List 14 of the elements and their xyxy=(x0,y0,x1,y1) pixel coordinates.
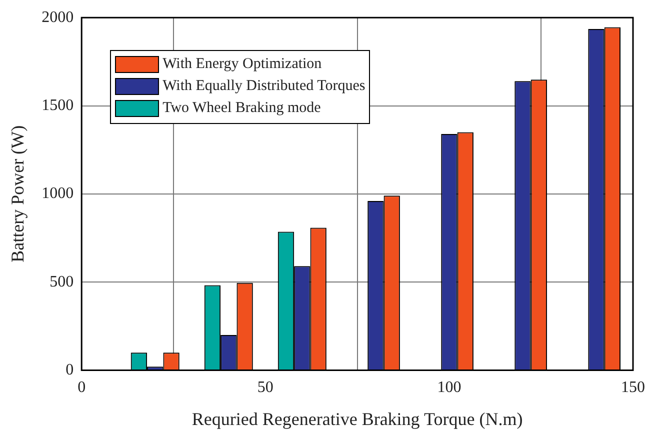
legend-label: Two Wheel Braking mode xyxy=(162,100,321,118)
legend-label: With Equally Distributed Torques xyxy=(162,78,366,96)
y-tick-label: 500 xyxy=(50,273,74,290)
y-tick-label: 1500 xyxy=(42,96,74,114)
x-tick-label: 0 xyxy=(78,379,86,396)
x-axis-title: Requried Regenerative Braking Torque (N.m) xyxy=(192,408,523,429)
y-tick-label: 0 xyxy=(66,361,74,378)
x-tick-label: 100 xyxy=(437,379,462,396)
y-tick-label: 2000 xyxy=(42,8,74,26)
y-axis-title: Battery Power (W) xyxy=(8,125,28,262)
x-tick-label: 50 xyxy=(257,379,274,396)
legend-label: With Energy Optimization xyxy=(162,56,322,74)
x-tick-label: 150 xyxy=(621,379,645,396)
y-tick-label: 1000 xyxy=(42,185,74,202)
